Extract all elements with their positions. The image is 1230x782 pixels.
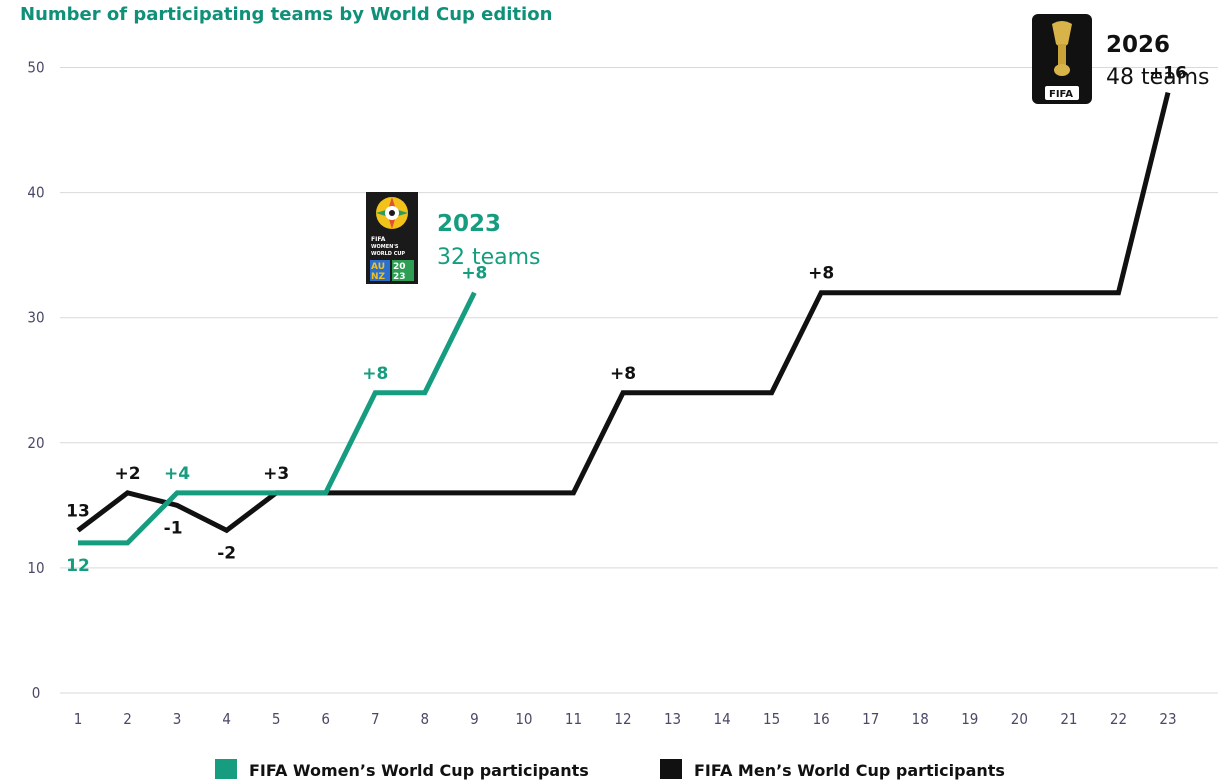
x-tick-label: 11 [565, 710, 582, 728]
data-label-women: +4 [164, 464, 190, 484]
gridlines [60, 67, 1218, 694]
x-tick-label: 7 [371, 710, 380, 728]
x-tick-label: 12 [614, 710, 631, 728]
series-line-men [76, 91, 1171, 534]
data-label-women: 12 [66, 556, 90, 576]
callout-2026-year: 2026 [1106, 32, 1170, 58]
legend-item-women: FIFA Women’s World Cup participants [215, 759, 589, 780]
x-tick-label: 10 [515, 710, 532, 728]
x-tick-label: 4 [222, 710, 231, 728]
y-axis-ticks: 0 10 20 30 40 50 [27, 59, 44, 702]
data-label-men: +8 [808, 264, 834, 284]
x-axis-ticks: 1 2 3 4 5 6 7 8 9 10 11 12 13 14 15 16 17 18 19 20 21 22 23 [74, 710, 1177, 728]
x-tick-label: 2 [123, 710, 132, 728]
series-line-women [78, 291, 477, 546]
legend-label-women: FIFA Women’s World Cup participants [249, 761, 589, 780]
legend-item-men: FIFA Men’s World Cup participants [660, 759, 1005, 780]
callout-2023-teams: 32 teams [437, 245, 541, 270]
x-tick-label: 6 [321, 710, 330, 728]
logo-au: AU [371, 262, 385, 272]
data-label-men: +3 [263, 464, 289, 484]
logo-line-2: WOMEN'S [371, 244, 399, 250]
x-tick-label: 8 [421, 710, 430, 728]
logo-nz: NZ [371, 272, 386, 282]
legend-swatch-men [660, 759, 682, 779]
y-tick-label: 10 [27, 559, 44, 577]
x-tick-label: 5 [272, 710, 281, 728]
data-label-men: +2 [115, 464, 141, 484]
logo-line-1: FIFA [371, 236, 386, 243]
legend: FIFA Women’s World Cup participants FIFA… [215, 759, 1005, 780]
data-label-men: +8 [610, 364, 636, 384]
data-label-men: 13 [66, 501, 90, 521]
y-tick-label: 30 [27, 309, 44, 327]
data-label-women: +8 [461, 264, 487, 284]
legend-label-men: FIFA Men’s World Cup participants [694, 761, 1005, 780]
x-tick-label: 19 [961, 710, 978, 728]
x-tick-label: 18 [912, 710, 929, 728]
logo-20: 20 [393, 262, 406, 272]
series-lines [76, 91, 1171, 546]
x-tick-label: 1 [74, 710, 83, 728]
callout-2026-teams: 48 teams [1106, 65, 1210, 90]
x-tick-label: 14 [714, 710, 731, 728]
legend-swatch-women [215, 759, 237, 779]
data-label-women: +8 [362, 364, 388, 384]
x-tick-label: 23 [1159, 710, 1176, 728]
logo-23: 23 [393, 272, 406, 282]
fifa-world-cup-2026-logo: FIFA [1032, 14, 1092, 104]
callout-2026: FIFA 2026 48 teams [1032, 14, 1210, 104]
y-tick-label: 40 [27, 184, 44, 202]
data-label-men: -2 [217, 543, 236, 563]
x-tick-label: 22 [1110, 710, 1127, 728]
y-tick-label: 0 [32, 684, 41, 702]
x-tick-label: 9 [470, 710, 479, 728]
x-tick-label: 16 [813, 710, 830, 728]
x-tick-label: 21 [1060, 710, 1077, 728]
y-tick-label: 50 [27, 59, 44, 77]
chart-title: Number of participating teams by World C… [20, 4, 552, 25]
data-labels: 13 +2 -1 -2 +3 +8 +8 +16 12 +4 +8 +8 [66, 64, 1187, 576]
x-tick-label: 15 [763, 710, 780, 728]
data-label-men: -1 [164, 518, 183, 538]
callout-2023: FIFA WOMEN'S WORLD CUP AU NZ 20 23 2023 … [366, 192, 541, 284]
data-label-men: +16 [1149, 64, 1187, 84]
x-tick-label: 20 [1011, 710, 1028, 728]
x-tick-label: 13 [664, 710, 681, 728]
logo-line-3: WORLD CUP [371, 251, 405, 257]
x-tick-label: 17 [862, 710, 879, 728]
logo-fifa: FIFA [1049, 89, 1073, 100]
y-tick-label: 20 [27, 434, 44, 452]
callout-2023-year: 2023 [437, 211, 501, 237]
x-tick-label: 3 [173, 710, 182, 728]
fifa-womens-world-cup-2023-logo: FIFA WOMEN'S WORLD CUP AU NZ 20 23 [366, 192, 418, 284]
